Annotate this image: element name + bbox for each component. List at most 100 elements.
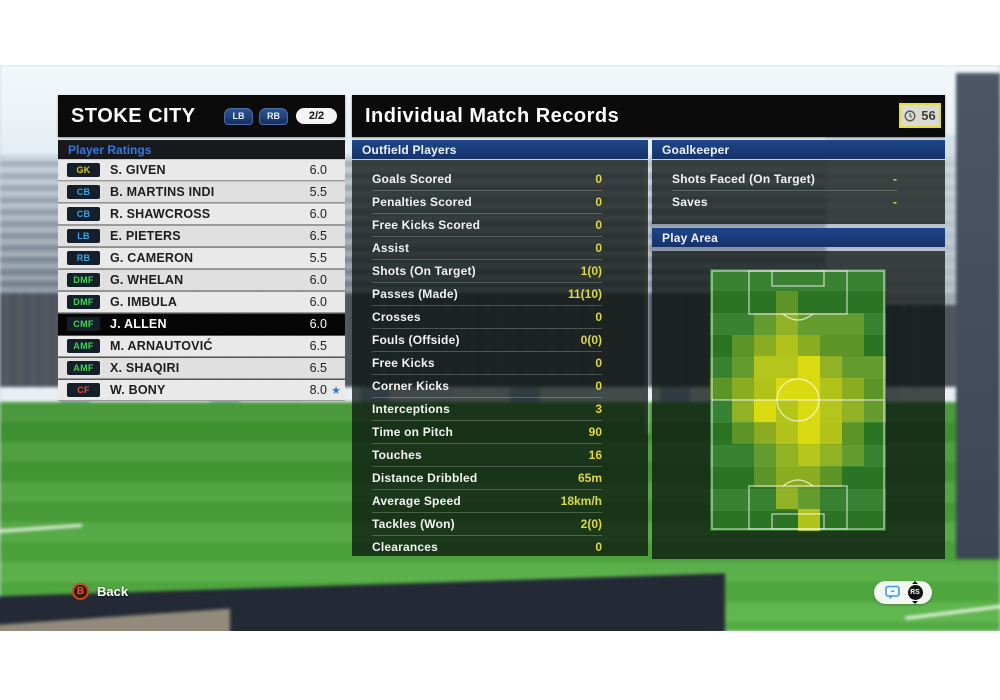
stat-label: Distance Dribbled (372, 471, 478, 485)
position-badge: CB (67, 207, 100, 221)
outfield-stat-row: Assist 0 (372, 236, 602, 259)
position-badge: DMF (67, 295, 100, 309)
stat-value: 3 (595, 402, 602, 416)
play-area-title: Play Area (662, 230, 719, 245)
heatmap-cell (732, 356, 754, 379)
heatmap-cell (864, 356, 886, 379)
heatmap-cell (732, 421, 754, 444)
stand-pillar (956, 73, 1000, 559)
heatmap-cell (754, 400, 776, 422)
heatmap-cell (798, 312, 820, 335)
heatmap-cell (776, 487, 798, 510)
heatmap-cell (776, 334, 798, 357)
right-stick-icon[interactable]: RS (907, 581, 923, 604)
player-row[interactable]: AMF X. SHAQIRI 6.5 (58, 358, 345, 379)
heatmap-cell (776, 356, 798, 379)
player-rating: 6.5 (309, 229, 327, 243)
heatmap-cell (754, 356, 776, 379)
heatmap-cell (842, 443, 864, 466)
player-row[interactable]: CB R. SHAWCROSS 6.0 (58, 204, 345, 225)
player-row[interactable]: LB E. PIETERS 6.5 (58, 226, 345, 247)
player-name: G. WHELAN (110, 273, 184, 287)
stat-label: Saves (672, 195, 708, 209)
corner-controls: RS (874, 581, 932, 604)
heatmap-cell (798, 378, 820, 400)
heatmap-cell (820, 334, 842, 357)
player-name: E. PIETERS (110, 229, 181, 243)
heatmap-cell (798, 509, 820, 531)
player-name: G. CAMERON (110, 251, 194, 265)
heatmap-cell (842, 400, 864, 422)
mvp-star-icon: ★ (331, 384, 341, 397)
stat-value: 0 (595, 172, 602, 186)
stat-value: 0 (595, 540, 602, 554)
heatmap-cell (754, 378, 776, 400)
player-name: M. ARNAUTOVIĆ (110, 339, 213, 353)
stat-value: - (893, 195, 897, 209)
heatmap-cell (820, 312, 842, 335)
player-rating: 6.0 (309, 317, 327, 331)
goalkeeper-title: Goalkeeper (662, 142, 730, 157)
position-badge: AMF (67, 339, 100, 353)
back-button[interactable]: B Back (72, 583, 128, 600)
outfield-stats-panel: Goals Scored 0 Penalties Scored 0 Free Kicks… (352, 160, 648, 556)
stat-value: 0 (595, 195, 602, 209)
player-row[interactable]: CMF J. ALLEN 6.0 (58, 314, 345, 335)
player-name: W. BONY (110, 383, 166, 397)
heatmap-cell (820, 378, 842, 400)
stat-label: Free Kicks Scored (372, 218, 481, 232)
play-area-pitch (710, 269, 886, 531)
player-name: J. ALLEN (110, 317, 167, 331)
outfield-stats-list: Goals Scored 0 Penalties Scored 0 Free Kicks… (372, 168, 602, 558)
stat-label: Penalties Scored (372, 195, 472, 209)
outfield-stat-row: Clearances 0 (372, 535, 602, 558)
stat-value: 2(0) (580, 517, 602, 531)
records-header-bar: Individual Match Records 56 (352, 95, 945, 137)
player-row[interactable]: RB G. CAMERON 5.5 (58, 248, 345, 269)
player-name: S. GIVEN (110, 163, 166, 177)
goalkeeper-stats-panel: Shots Faced (On Target) - Saves - (652, 160, 945, 224)
outfield-stat-row: Touches 16 (372, 443, 602, 466)
pitch-lines (711, 270, 885, 530)
records-title: Individual Match Records (365, 104, 620, 127)
heatmap-cell (842, 356, 864, 379)
heatmap-cell (732, 334, 754, 357)
player-rating: 5.5 (309, 251, 327, 265)
player-row[interactable]: CB B. MARTINS INDI 5.5 (58, 182, 345, 203)
rb-button-icon[interactable]: RB (259, 107, 288, 125)
player-name: X. SHAQIRI (110, 361, 180, 375)
player-row[interactable]: CF W. BONY 8.0 ★ (58, 380, 345, 401)
player-ratings-header: Player Ratings (58, 140, 345, 159)
stat-label: Interceptions (372, 402, 450, 416)
outfield-players-header: Outfield Players (352, 140, 648, 159)
outfield-stat-row: Goals Scored 0 (372, 168, 602, 190)
heatmap-cell (710, 378, 732, 400)
player-rating: 6.0 (309, 295, 327, 309)
player-row[interactable]: GK S. GIVEN 6.0 (58, 160, 345, 181)
heatmap-cell (732, 400, 754, 422)
position-badge: CB (67, 185, 100, 199)
stat-label: Assist (372, 241, 410, 255)
stat-label: Goals Scored (372, 172, 452, 186)
heatmap-cell (798, 400, 820, 422)
lb-button-icon[interactable]: LB (224, 107, 253, 125)
stat-label: Shots (On Target) (372, 264, 476, 278)
heatmap-cell (842, 334, 864, 357)
player-row[interactable]: AMF M. ARNAUTOVIĆ 6.5 (58, 336, 345, 357)
position-badge: RB (67, 251, 100, 265)
stat-label: Free Kicks (372, 356, 435, 370)
outfield-stat-row: Interceptions 3 (372, 397, 602, 420)
heatmap-cell (820, 421, 842, 444)
position-badge: CF (67, 383, 100, 397)
team-header-bar: STOKE CITY LB RB 2/2 (58, 95, 345, 137)
chat-icon[interactable] (884, 584, 901, 601)
position-badge: DMF (67, 273, 100, 287)
stat-label: Fouls (Offside) (372, 333, 460, 347)
stat-label: Average Speed (372, 494, 461, 508)
heatmap-cell (820, 400, 842, 422)
outfield-stat-row: Penalties Scored 0 (372, 190, 602, 213)
player-row[interactable]: DMF G. WHELAN 6.0 (58, 270, 345, 291)
player-row[interactable]: DMF G. IMBULA 6.0 (58, 292, 345, 313)
heatmap-cell (776, 465, 798, 488)
